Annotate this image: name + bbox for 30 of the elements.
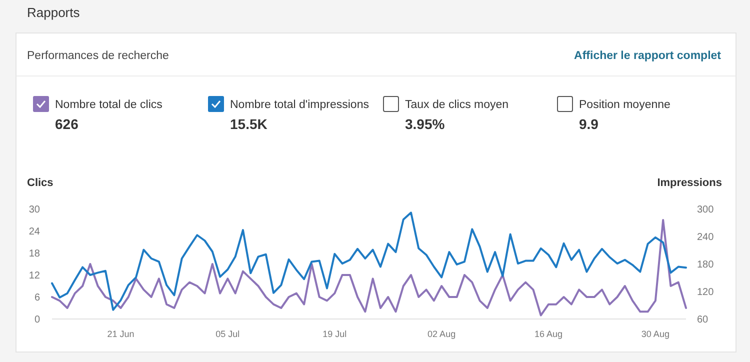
text: Rapports [27, 5, 80, 20]
y2-axis-title: Impressions [657, 177, 722, 189]
text: 15.5K [230, 116, 268, 132]
x-tick-label: 21 Jun [107, 329, 134, 339]
x-tick-label: 19 Jul [322, 329, 347, 339]
text: 9.9 [579, 116, 599, 132]
chart-title: Performances de recherche [27, 50, 169, 62]
x-tick-label: 30 Aug [641, 329, 670, 339]
y-tick-label: 30 [28, 204, 40, 216]
y-tick-label: 12 [28, 270, 40, 282]
text: Taux de clics moyen [405, 99, 509, 111]
x-tick-label: 02 Aug [428, 329, 456, 339]
text: 3.95% [405, 116, 446, 132]
y2-tick-label: 300 [697, 204, 714, 216]
y-tick-label: 6 [34, 292, 40, 304]
y-tick-label: 24 [28, 226, 40, 238]
y2-tick-label: 60 [697, 314, 709, 326]
y-tick-label: 18 [28, 248, 40, 260]
x-tick-label: 16 Aug [534, 329, 563, 339]
text: Afficher le rapport complet [574, 50, 722, 62]
y-tick-label: 0 [34, 314, 40, 326]
text: 626 [55, 116, 79, 132]
x-tick-label: 05 Jul [216, 329, 240, 339]
legend-label: Nombre total de clics [55, 99, 163, 111]
legend-label: Nombre total d'impressions [230, 99, 370, 111]
y2-tick-label: 120 [697, 287, 714, 298]
y2-tick-label: 240 [697, 232, 714, 243]
text: Position moyenne [579, 99, 670, 111]
y2-tick-label: 180 [697, 260, 714, 270]
y-axis-title: Clics [27, 177, 54, 189]
